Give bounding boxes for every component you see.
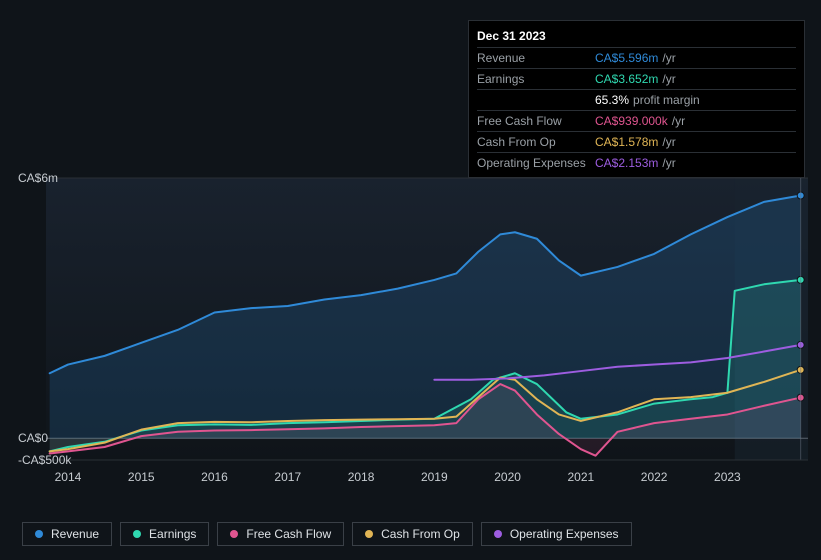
x-axis-label: 2019 [421, 470, 448, 484]
tooltip-row-earnings: EarningsCA$3.652m/yr [477, 68, 796, 89]
x-axis-label: 2020 [494, 470, 521, 484]
legend-item-cfo[interactable]: Cash From Op [352, 522, 473, 546]
x-axis-label: 2023 [714, 470, 741, 484]
tooltip-value: CA$1.578m/yr [595, 135, 676, 149]
tooltip-date: Dec 31 2023 [477, 27, 796, 47]
y-axis-label: -CA$500k [18, 453, 71, 467]
x-axis-label: 2014 [55, 470, 82, 484]
legend-swatch [230, 530, 238, 538]
chart-tooltip: Dec 31 2023 RevenueCA$5.596m/yrEarningsC… [468, 20, 805, 178]
line-chart-svg [18, 160, 808, 480]
x-axis-label: 2015 [128, 470, 155, 484]
legend-label: Revenue [51, 527, 99, 541]
chart-area: CA$6mCA$0-CA$500k 2014201520162017201820… [18, 160, 808, 480]
legend-swatch [35, 530, 43, 538]
tooltip-row-cfo: Cash From OpCA$1.578m/yr [477, 131, 796, 152]
tooltip-value: 65.3%profit margin [595, 93, 700, 107]
tooltip-label: Cash From Op [477, 135, 595, 149]
tooltip-row-revenue: RevenueCA$5.596m/yr [477, 47, 796, 68]
tooltip-value: CA$939.000k/yr [595, 114, 685, 128]
legend-item-opex[interactable]: Operating Expenses [481, 522, 632, 546]
legend-label: Operating Expenses [510, 527, 619, 541]
x-axis-label: 2022 [641, 470, 668, 484]
x-axis-label: 2021 [568, 470, 595, 484]
tooltip-label: Earnings [477, 72, 595, 86]
tooltip-row-margin: 65.3%profit margin [477, 89, 796, 110]
legend-swatch [494, 530, 502, 538]
tooltip-label [477, 93, 595, 107]
legend-item-revenue[interactable]: Revenue [22, 522, 112, 546]
legend-item-earnings[interactable]: Earnings [120, 522, 209, 546]
x-axis-label: 2018 [348, 470, 375, 484]
legend-swatch [365, 530, 373, 538]
y-axis-label: CA$0 [18, 431, 48, 445]
tooltip-value: CA$3.652m/yr [595, 72, 676, 86]
legend-swatch [133, 530, 141, 538]
y-axis-label: CA$6m [18, 171, 58, 185]
x-axis-label: 2016 [201, 470, 228, 484]
legend-label: Earnings [149, 527, 196, 541]
chart-legend: Revenue Earnings Free Cash Flow Cash From O… [22, 522, 632, 546]
x-axis-label: 2017 [274, 470, 301, 484]
legend-item-fcf[interactable]: Free Cash Flow [217, 522, 344, 546]
legend-label: Cash From Op [381, 527, 460, 541]
tooltip-row-fcf: Free Cash FlowCA$939.000k/yr [477, 110, 796, 131]
tooltip-label: Free Cash Flow [477, 114, 595, 128]
tooltip-value: CA$5.596m/yr [595, 51, 676, 65]
tooltip-label: Revenue [477, 51, 595, 65]
legend-label: Free Cash Flow [246, 527, 331, 541]
